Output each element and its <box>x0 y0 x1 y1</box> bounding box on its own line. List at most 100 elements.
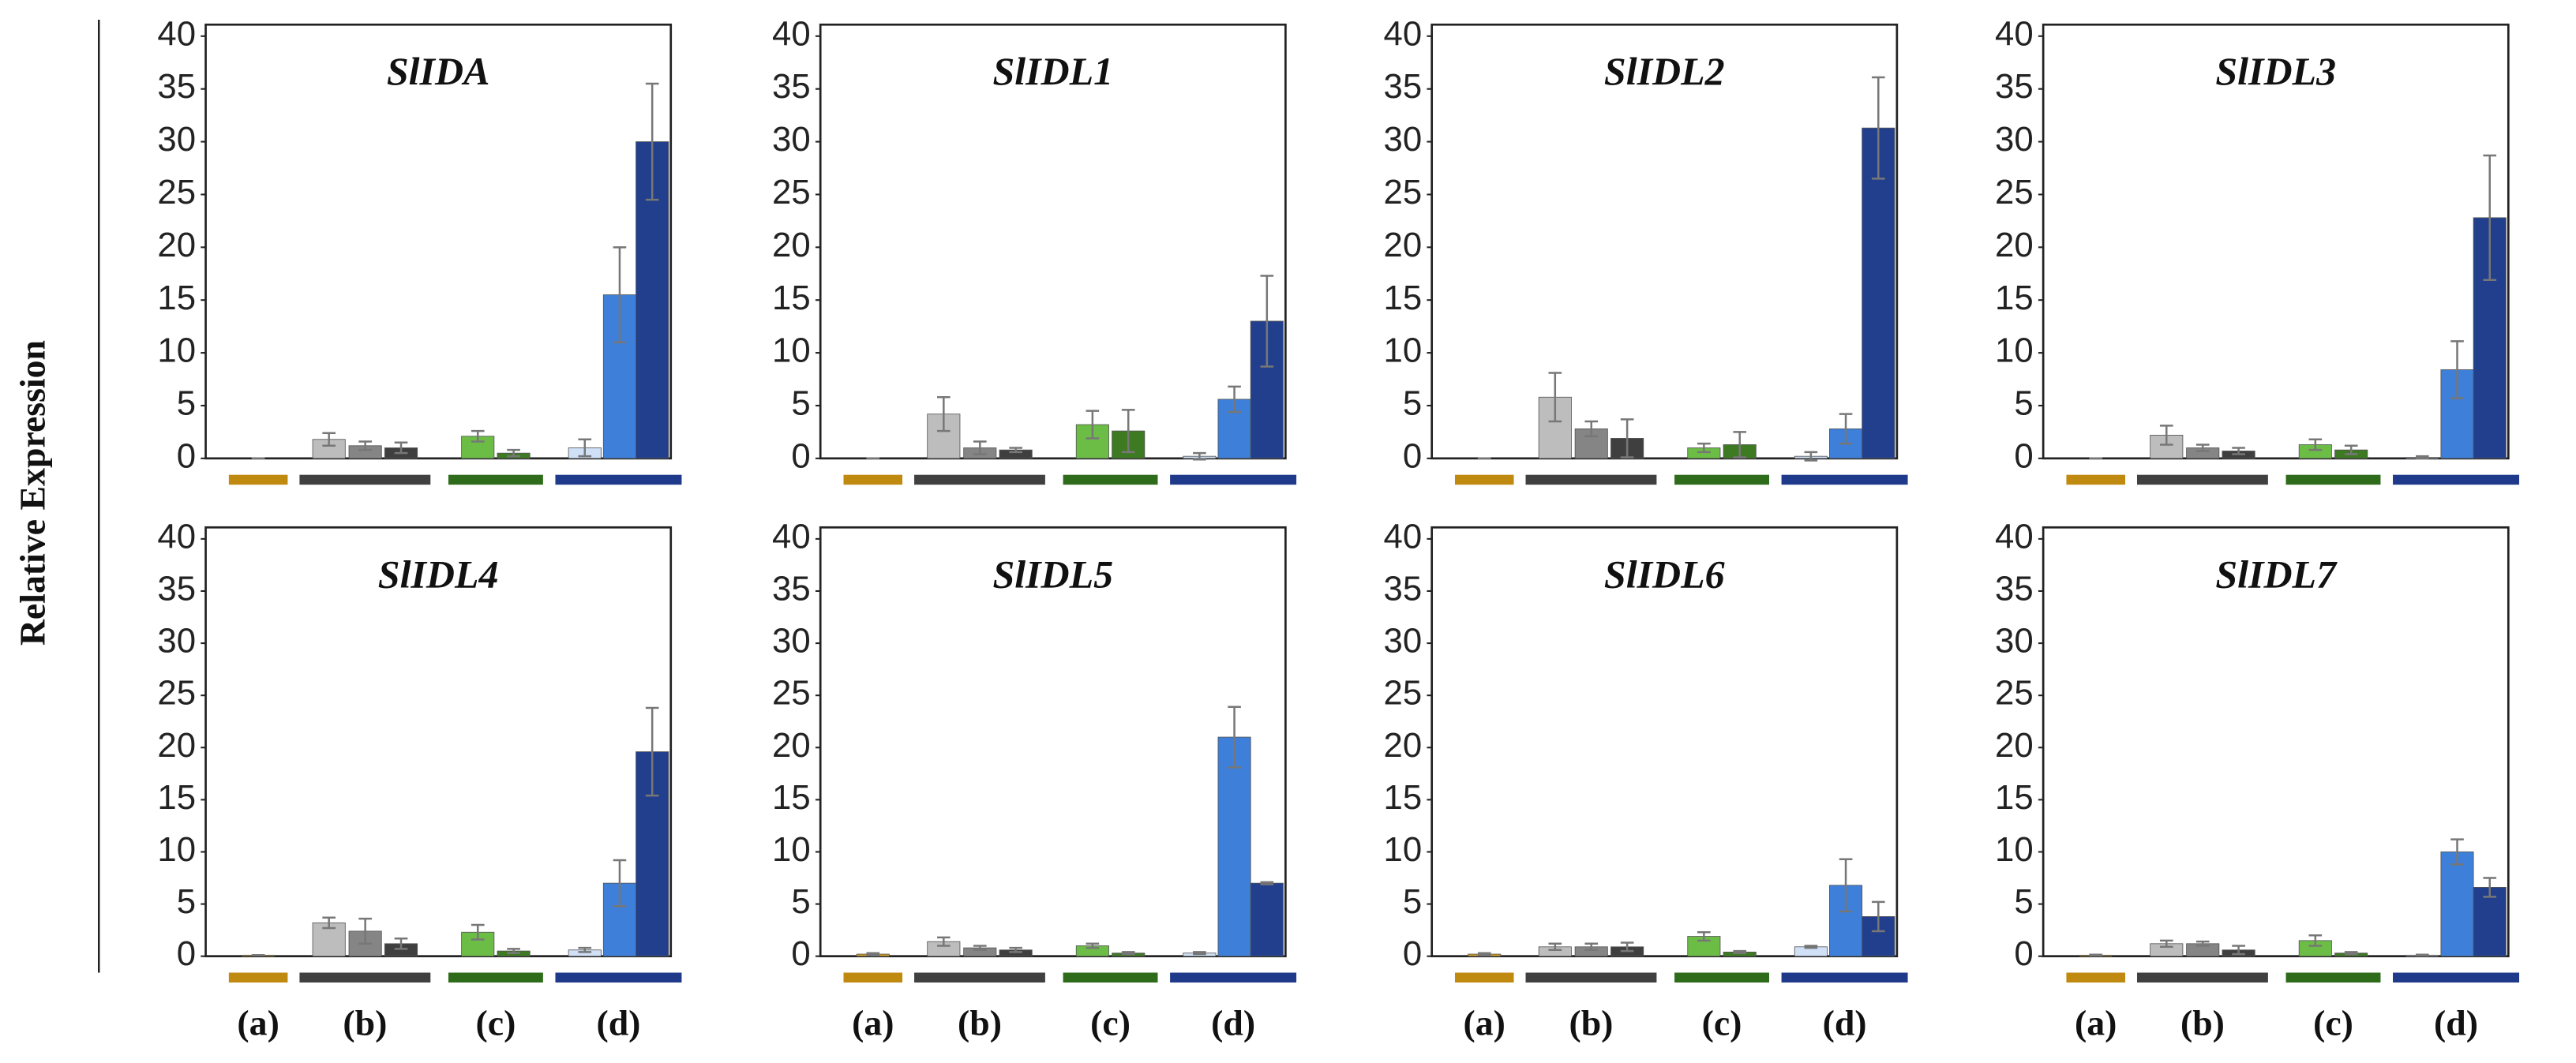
group-underline <box>555 474 682 485</box>
y-tick-label: 20 <box>1384 726 1423 765</box>
group-underline <box>1454 972 1514 983</box>
y-tick-label: 20 <box>157 226 196 264</box>
group-underline <box>228 972 288 983</box>
group-label: (c) <box>1090 1003 1131 1043</box>
chart-title: SlIDL3 <box>2215 49 2336 93</box>
group-underline <box>1170 972 1297 983</box>
group-label: (d) <box>1823 1003 1867 1043</box>
y-tick-label: 5 <box>177 384 196 423</box>
group-label: (c) <box>475 1003 516 1043</box>
group-underline <box>1525 972 1657 983</box>
y-tick-label: 25 <box>1384 173 1423 211</box>
group-underline <box>914 474 1045 485</box>
y-tick-label: 25 <box>157 674 196 713</box>
group-underline <box>914 972 1045 983</box>
group-underline <box>228 474 288 485</box>
bar <box>1217 736 1251 957</box>
y-tick-label: 25 <box>1995 674 2034 713</box>
y-axis-label: Relative Expression <box>13 340 53 646</box>
y-tick-label: 35 <box>772 570 811 608</box>
y-tick-label: 40 <box>157 14 196 53</box>
y-tick-label: 35 <box>1995 67 2034 106</box>
y-tick-label: 15 <box>772 778 811 817</box>
group-underline <box>1781 474 1908 485</box>
y-tick-label: 15 <box>772 279 811 317</box>
group-underline <box>2136 474 2268 485</box>
group-underline <box>2136 972 2268 983</box>
y-tick-label: 15 <box>1995 778 2034 817</box>
y-tick-label: 35 <box>772 67 811 106</box>
group-underline <box>555 972 682 983</box>
group-underline <box>1063 474 1158 485</box>
group-label: (d) <box>1211 1003 1255 1043</box>
y-tick-label: 10 <box>1384 830 1423 869</box>
y-tick-label: 40 <box>1995 517 2034 556</box>
group-label: (d) <box>596 1003 640 1043</box>
y-tick-label: 0 <box>1403 934 1422 973</box>
y-tick-label: 35 <box>1995 570 2034 608</box>
chart-title: SlIDL6 <box>1604 552 1725 596</box>
y-tick-label: 5 <box>1403 384 1422 423</box>
y-tick-label: 0 <box>2014 934 2033 973</box>
y-tick-label: 5 <box>177 882 196 921</box>
group-underline <box>843 474 903 485</box>
y-tick-label: 35 <box>1384 67 1423 106</box>
group-underline <box>1674 474 1769 485</box>
group-label: (a) <box>852 1003 894 1043</box>
plot-frame <box>2042 23 2510 460</box>
group-underline <box>1781 972 1908 983</box>
y-tick-label: 10 <box>1995 331 2034 370</box>
y-tick-label: 10 <box>1995 830 2034 869</box>
y-tick-label: 15 <box>1384 279 1423 317</box>
bar <box>1862 127 1895 459</box>
y-tick-label: 0 <box>791 436 810 475</box>
y-tick-label: 0 <box>2014 436 2033 475</box>
y-tick-label: 30 <box>1995 120 2034 159</box>
group-underline <box>1525 474 1657 485</box>
y-tick-label: 30 <box>157 622 196 661</box>
group-underline <box>1063 972 1158 983</box>
plot-frame <box>1430 526 1899 958</box>
bar <box>2440 852 2474 957</box>
y-tick-label: 15 <box>1995 279 2034 317</box>
group-label: (b) <box>958 1003 1002 1043</box>
y-tick-label: 20 <box>772 726 811 765</box>
y-tick-label: 20 <box>1384 226 1423 264</box>
y-tick-label: 35 <box>157 67 196 106</box>
y-tick-label: 15 <box>157 279 196 317</box>
group-label: (b) <box>343 1003 387 1043</box>
y-tick-label: 25 <box>1384 674 1423 713</box>
plot-frame <box>204 526 673 958</box>
y-tick-label: 5 <box>1403 882 1422 921</box>
y-tick-label: 0 <box>791 934 810 973</box>
y-tick-label: 10 <box>772 331 811 370</box>
plot-frame <box>1430 23 1899 460</box>
y-tick-label: 40 <box>1384 14 1423 53</box>
y-tick-label: 15 <box>1384 778 1423 817</box>
y-tick-label: 30 <box>1384 120 1423 159</box>
y-tick-label: 20 <box>1995 726 2034 765</box>
y-tick-label: 40 <box>1995 14 2034 53</box>
chart-title: SlIDL7 <box>2215 552 2338 596</box>
y-tick-label: 30 <box>772 120 811 159</box>
chart-title: SlIDL1 <box>992 49 1113 93</box>
y-tick-label: 10 <box>157 830 196 869</box>
group-underline <box>1454 474 1514 485</box>
y-tick-label: 30 <box>772 622 811 661</box>
plot-frame <box>819 23 1287 460</box>
group-label: (d) <box>2434 1003 2478 1043</box>
y-tick-label: 40 <box>1384 517 1423 556</box>
group-label: (a) <box>237 1003 279 1043</box>
group-underline <box>299 972 431 983</box>
y-tick-label: 30 <box>1384 622 1423 661</box>
y-tick-label: 0 <box>1403 436 1422 475</box>
group-underline <box>2393 474 2520 485</box>
y-tick-label: 25 <box>772 173 811 211</box>
group-label: (a) <box>1464 1003 1505 1043</box>
y-tick-label: 5 <box>2014 882 2033 921</box>
group-underline <box>1674 972 1769 983</box>
y-tick-label: 10 <box>157 331 196 370</box>
group-underline <box>2285 474 2381 485</box>
